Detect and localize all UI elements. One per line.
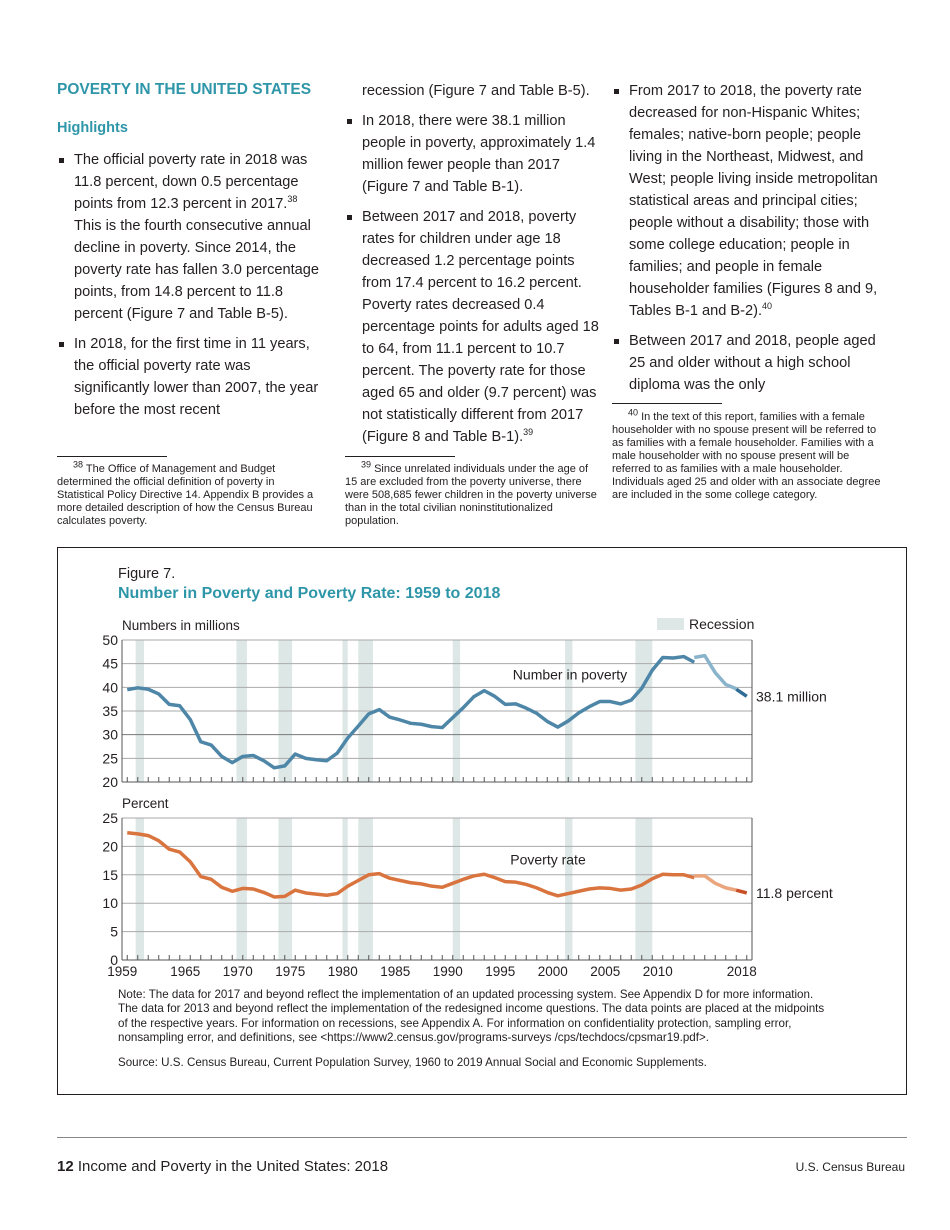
- footnote-rule: [345, 456, 455, 457]
- footnote-text: The Office of Management and Budget dete…: [57, 463, 314, 527]
- footnote-number: 40: [628, 407, 639, 418]
- footer-left: 12 Income and Poverty in the United Stat…: [57, 1158, 388, 1175]
- footnote-39: 39 Since unrelated individuals under the…: [345, 460, 603, 528]
- footnote-text: In the text of this report, families wit…: [612, 411, 881, 501]
- column-2: recession (Figure 7 and Table B-5). In 2…: [345, 80, 603, 456]
- footer-rule: [57, 1137, 907, 1138]
- bullet-text: Between 2017 and 2018, poverty rates for…: [362, 209, 599, 445]
- section-title: POVERTY IN THE UNITED STATES: [57, 81, 312, 98]
- column-3: From 2017 to 2018, the poverty rate decr…: [612, 80, 884, 404]
- figure-note: Note: The data for 2017 and beyond refle…: [118, 988, 825, 1045]
- bullet-item: From 2017 to 2018, the poverty rate decr…: [612, 80, 884, 322]
- bullet-text: This is the fourth consecutive annual de…: [74, 218, 320, 322]
- figure-source: Source: U.S. Census Bureau, Current Popu…: [118, 1056, 707, 1069]
- footnote-40: 40 In the text of this report, families …: [612, 408, 884, 502]
- subheading: Highlights: [57, 120, 128, 136]
- footnote-number: 38: [73, 459, 84, 470]
- footnote-38: 38 The Office of Management and Budget d…: [57, 460, 319, 528]
- footer-title: Income and Poverty in the United States:…: [73, 1158, 389, 1175]
- footnote-ref[interactable]: 39: [523, 427, 534, 438]
- footer-publisher: U.S. Census Bureau: [795, 1160, 905, 1174]
- bullet-item: In 2018, there were 38.1 million people …: [345, 110, 603, 198]
- bullet-text: The official poverty rate in 2018 was 11…: [74, 152, 308, 212]
- bullet-text: From 2017 to 2018, the poverty rate decr…: [629, 83, 878, 319]
- figure-title: Number in Poverty and Poverty Rate: 1959…: [118, 585, 501, 602]
- bullet-text: In 2018, there were 38.1 million people …: [362, 113, 596, 195]
- footnote-rule: [57, 456, 167, 457]
- bullet-continuation: recession (Figure 7 and Table B-5).: [345, 80, 603, 102]
- footnote-text: Since unrelated individuals under the ag…: [345, 463, 597, 527]
- figure-box: [57, 547, 907, 1095]
- bullet-text: recession (Figure 7 and Table B-5).: [362, 83, 590, 99]
- column-1: POVERTY IN THE UNITED STATES Highlights …: [57, 80, 322, 429]
- footnote-ref[interactable]: 38: [287, 194, 298, 205]
- bullet-item: Between 2017 and 2018, people aged 25 an…: [612, 330, 884, 396]
- footnote-rule: [612, 403, 722, 404]
- footnote-number: 39: [361, 459, 372, 470]
- bullet-item: Between 2017 and 2018, poverty rates for…: [345, 206, 603, 448]
- bullet-item: In 2018, for the first time in 11 years,…: [57, 333, 322, 421]
- bullet-text: In 2018, for the first time in 11 years,…: [74, 336, 319, 418]
- page-number: 12: [57, 1158, 74, 1175]
- bullet-text: Between 2017 and 2018, people aged 25 an…: [629, 333, 876, 393]
- footnote-ref[interactable]: 40: [762, 301, 773, 312]
- figure-label: Figure 7.: [118, 566, 176, 582]
- bullet-item: The official poverty rate in 2018 was 11…: [57, 149, 322, 325]
